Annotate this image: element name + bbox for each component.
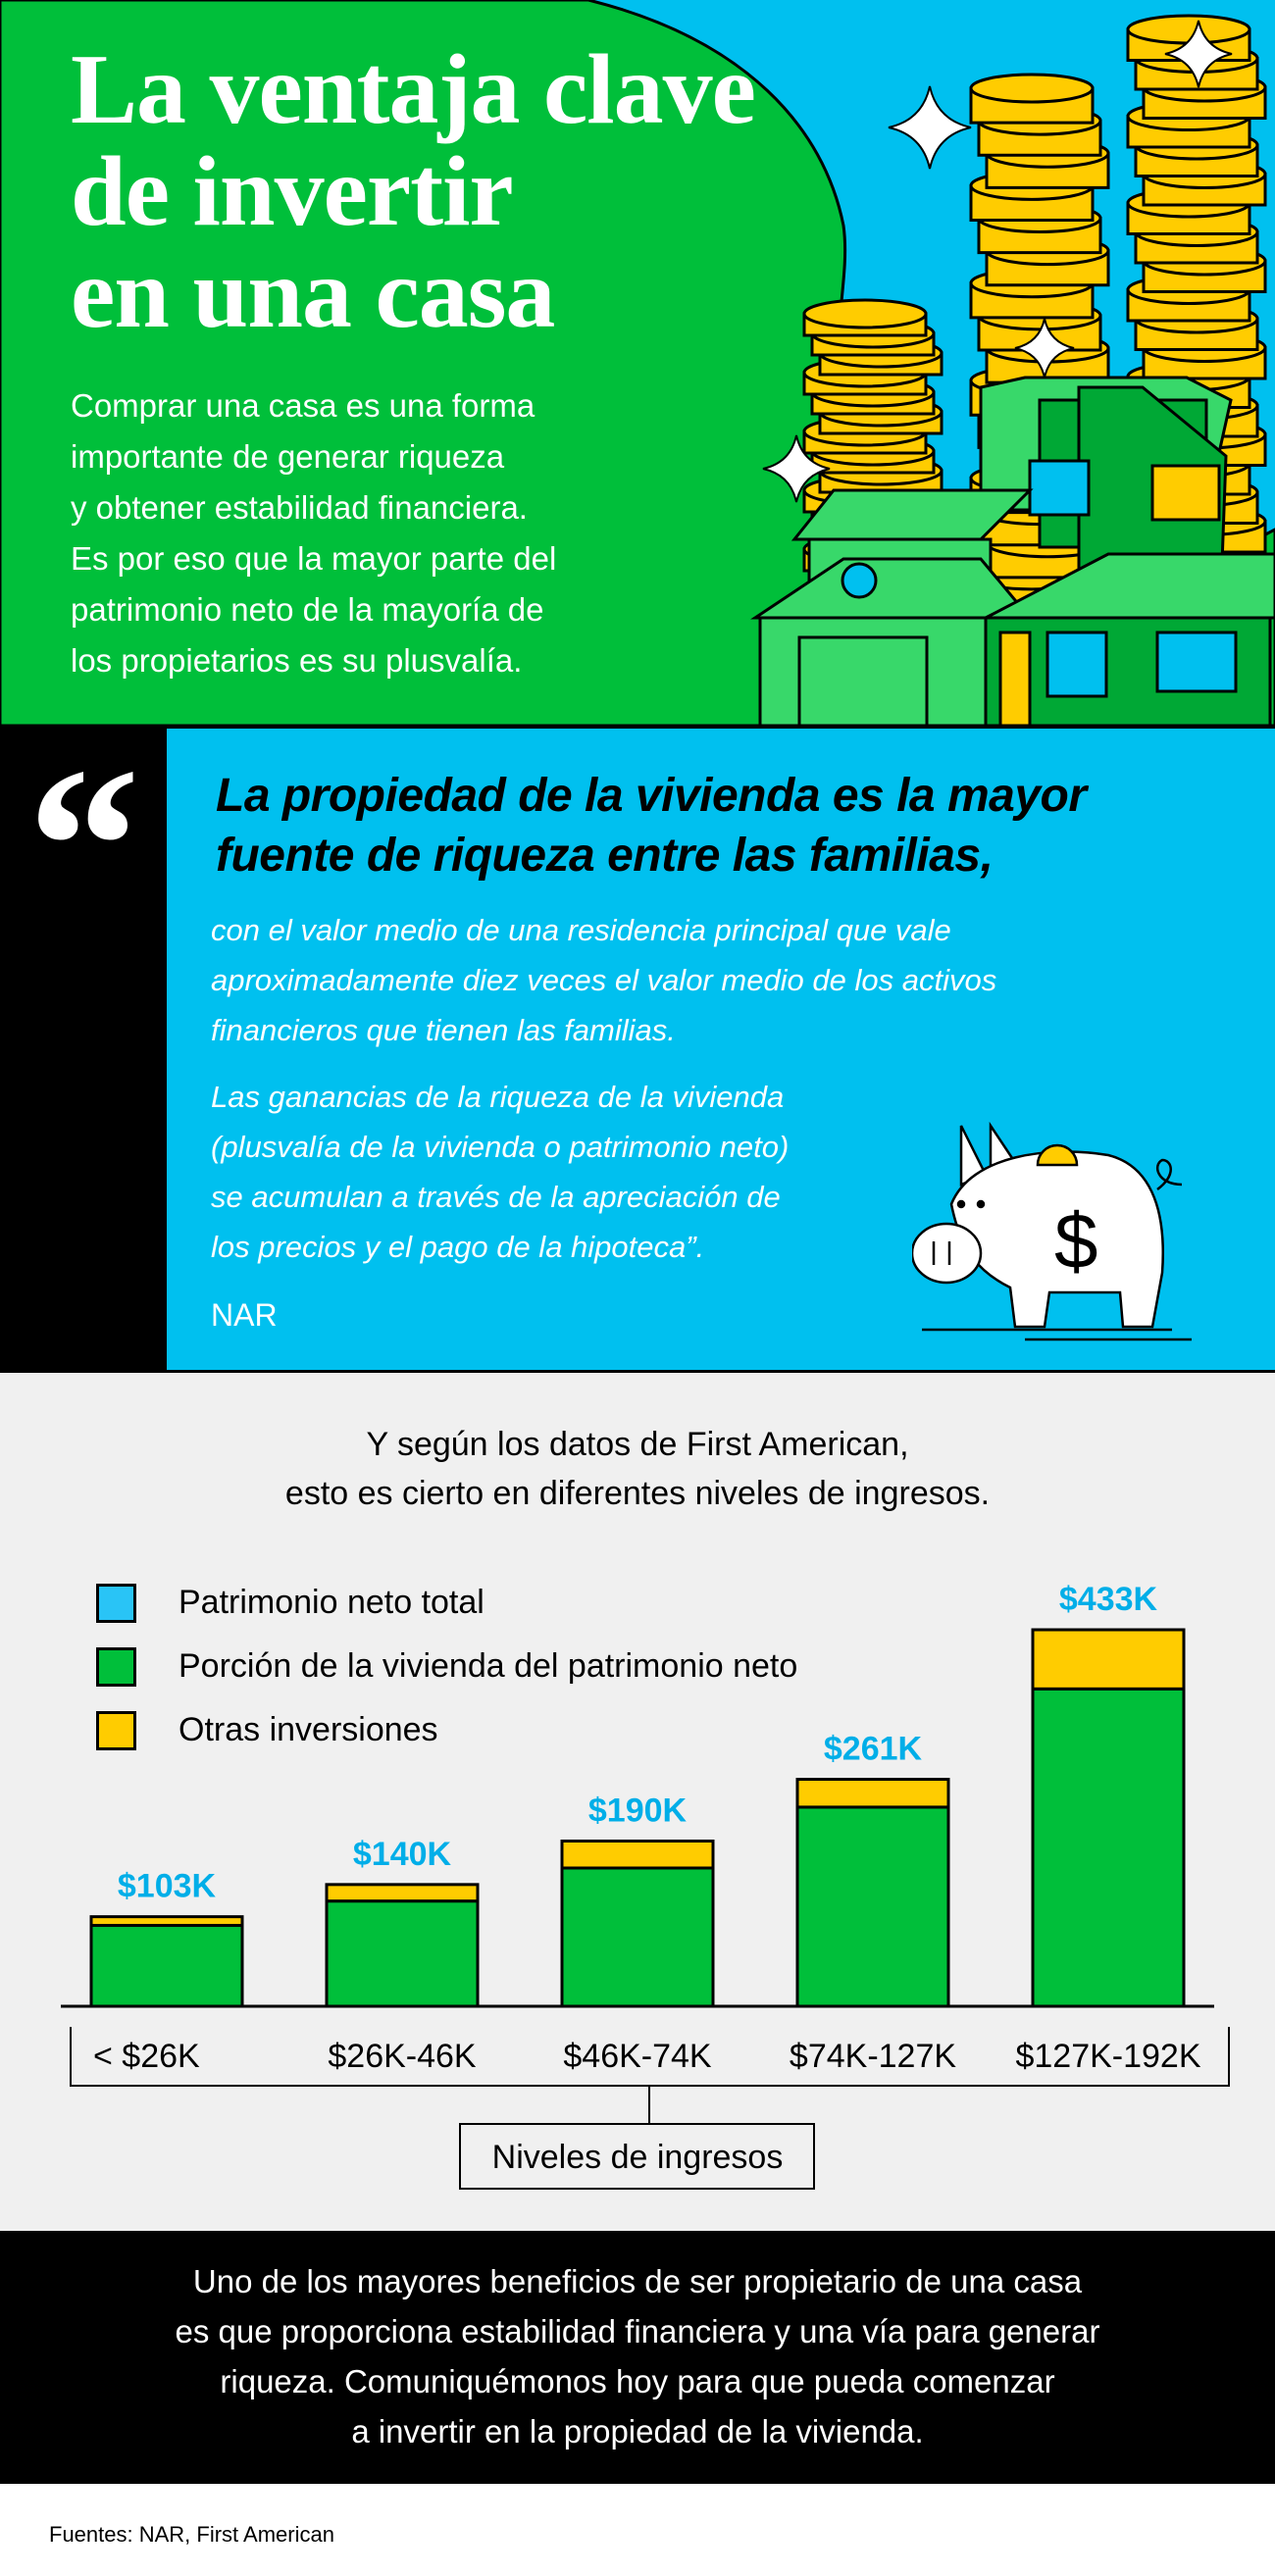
closing-band: Uno de los mayores beneficios de ser pro… [0, 2231, 1275, 2484]
bar-home-equity [1031, 1687, 1186, 2008]
quote-strip [0, 729, 167, 1376]
quote-paragraph-2: Las ganancias de la riqueza de la vivien… [211, 1080, 790, 1264]
x-axis-label: Niveles de ingresos [492, 2139, 784, 2176]
coin [1126, 14, 1251, 45]
quote-source: NAR [211, 1297, 278, 1333]
coin [969, 73, 1095, 104]
chart-section: Y según los datos de First American, est… [0, 1373, 1275, 2231]
chart-intro: Y según los datos de First American, est… [284, 1426, 991, 1512]
piggy-bank-icon: $ [912, 1121, 1192, 1341]
legend-label-other: Otras inversiones [178, 1711, 438, 1748]
houses [750, 376, 1275, 726]
bar-other-investments [560, 1840, 715, 1870]
coin [802, 298, 928, 329]
quote-paragraph-1: con el valor medio de una residencia pri… [211, 913, 997, 1047]
legend-label-total: Patrimonio neto total [178, 1584, 484, 1621]
quote-mark-icon: “ [27, 721, 140, 971]
bar-home-equity [795, 1805, 950, 2008]
sparkle-icon [1014, 318, 1075, 379]
x-tick-label: $46K-74K [563, 2038, 712, 2075]
data-label: $103K [118, 1868, 217, 1905]
bar-home-equity [89, 1924, 244, 2008]
sources-footer: Fuentes: NAR, First American [49, 2522, 334, 2547]
bar-chart: $103K < $26K $140K $26K-46K $190K $46K-74K $26… [61, 1581, 1230, 2190]
sparkle-icon [762, 434, 831, 503]
data-label: $190K [588, 1793, 688, 1830]
legend-swatch-other [96, 1711, 136, 1750]
x-axis-label-box [459, 2123, 815, 2190]
quote-heading: La propiedad de la vivienda es la mayor … [216, 770, 1087, 882]
legend-swatch-home [96, 1647, 136, 1687]
data-label: $140K [353, 1836, 452, 1873]
sparkle-icon [888, 85, 972, 170]
bar-home-equity [325, 1899, 480, 2008]
page-title: La ventaja clave de invertir en una casa [71, 34, 756, 349]
intro-text: Comprar una casa es una forma importante… [71, 387, 557, 679]
x-tick-label: < $26K [93, 2038, 200, 2075]
x-tick-label: $127K-192K [1015, 2038, 1200, 2075]
sparkle-icon [1164, 20, 1233, 88]
legend-label-home: Porción de la vivienda del patrimonio ne… [178, 1647, 798, 1685]
hero-section: La ventaja clave de invertir en una casa… [0, 0, 1275, 726]
bar-other-investments [1031, 1628, 1186, 1691]
data-label: $433K [1059, 1581, 1158, 1618]
svg-text:$: $ [1054, 1197, 1098, 1285]
x-tick-label: $26K-46K [328, 2038, 477, 2075]
x-tick-label: $74K-127K [790, 2038, 956, 2075]
coin-stacks-and-houses-illustration [0, 0, 1275, 726]
sparkle-icons [762, 20, 1233, 503]
legend-swatch-total [96, 1584, 136, 1623]
bar-other-investments [325, 1883, 480, 1903]
bar-other-investments [89, 1915, 244, 1928]
data-label: $261K [824, 1731, 923, 1768]
quote-section: “ La propiedad de la vivienda es la mayo… [0, 721, 1275, 1376]
bar-home-equity [560, 1866, 715, 2008]
bar-other-investments [795, 1778, 950, 1809]
